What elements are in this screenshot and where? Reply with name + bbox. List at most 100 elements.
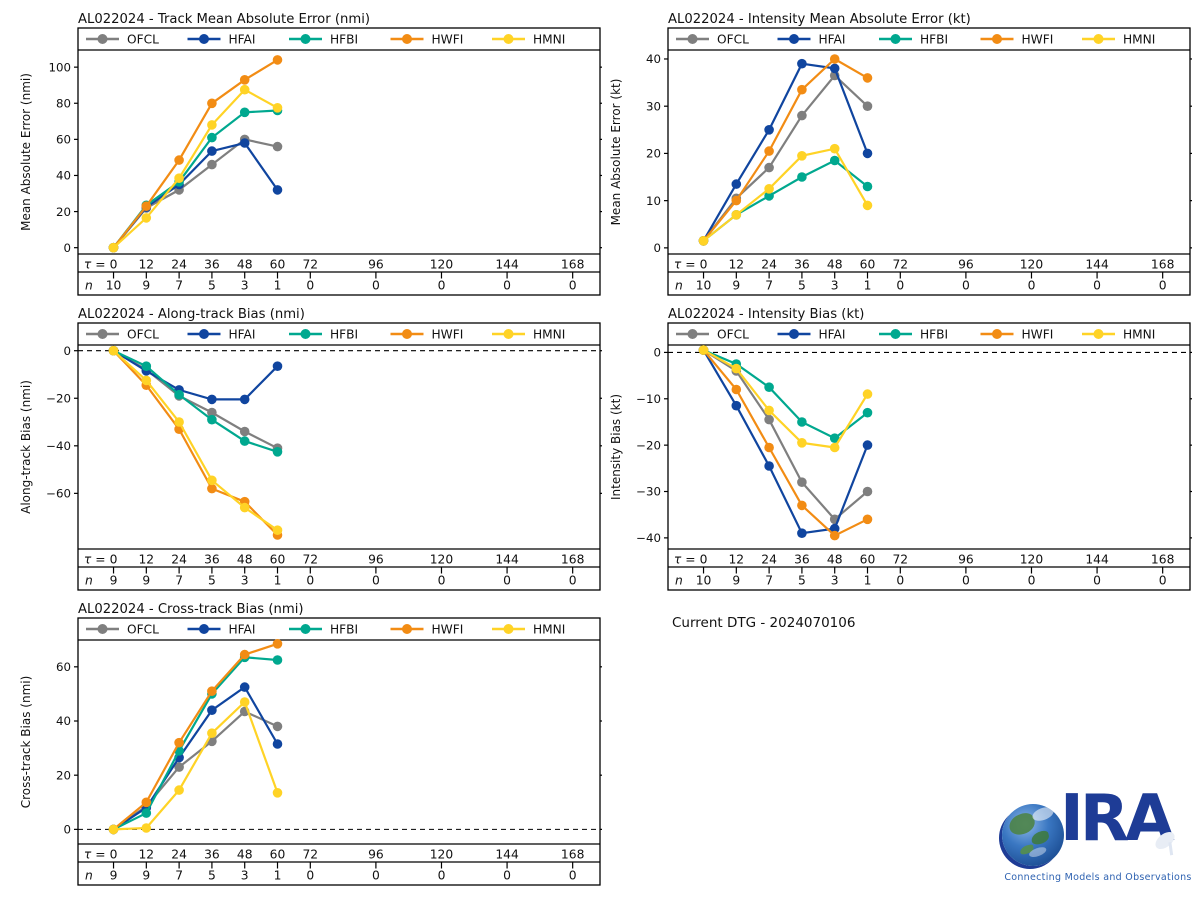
tau-tick-label: 36	[794, 258, 810, 272]
tau-prefix-label: τ =	[674, 553, 696, 567]
legend-dot-marker	[789, 34, 799, 44]
data-point	[174, 785, 184, 795]
legend-item-hfai: HFAI	[187, 623, 256, 637]
legend-label: HWFI	[432, 623, 464, 637]
series-line	[702, 57, 869, 242]
data-point	[239, 697, 250, 707]
data-point	[207, 483, 217, 494]
y-tick-label: 40	[56, 714, 71, 728]
data-point	[141, 361, 152, 371]
tau-tick-label: 60	[270, 553, 286, 567]
data-point	[698, 236, 709, 246]
tau-tick-label: 48	[827, 553, 843, 567]
series-hfbi	[108, 652, 283, 835]
tau-tick-label: 0	[700, 553, 708, 567]
chart-frame	[667, 27, 1191, 296]
data-point	[764, 405, 774, 416]
n-value: 0	[1159, 279, 1167, 293]
series-line	[112, 58, 279, 249]
series-line	[112, 349, 279, 536]
tau-tick-label: 0	[700, 258, 708, 272]
n-row: 9 9 7 5 3 1 0 0 0 0 0 n	[85, 869, 577, 883]
legend-dot-marker	[300, 329, 311, 339]
data-point	[174, 737, 184, 748]
legend-label: HFAI	[229, 328, 256, 342]
series-line	[702, 349, 868, 537]
n-value: 3	[241, 574, 249, 588]
series-line	[113, 349, 278, 453]
legend-label: HFAI	[819, 33, 846, 47]
n-value: 10	[696, 279, 712, 293]
data-point	[829, 143, 840, 154]
data-point	[797, 172, 807, 182]
tau-tick-label: 48	[827, 258, 843, 272]
n-value: 0	[306, 574, 314, 588]
tau-tick-label: 60	[860, 553, 876, 567]
tau-row: 0 12 24 36 48 60 72 96 120 144 168 τ =	[674, 553, 1174, 574]
legend-item-hwfi: HWFI	[390, 33, 463, 47]
legend-dot-marker	[97, 624, 108, 634]
n-value: 10	[106, 279, 122, 293]
tau-tick-label: 12	[138, 258, 154, 272]
tau-tick-label: 24	[171, 848, 187, 862]
data-point	[698, 345, 709, 355]
n-value: 0	[1028, 574, 1036, 588]
legend-item-hfai: HFAI	[187, 328, 256, 342]
series-hfbi	[108, 105, 283, 253]
tau-tick-label: 120	[1020, 553, 1043, 567]
current-dtg-text: Current DTG - 2024070106	[672, 615, 856, 631]
tau-tick-label: 96	[368, 848, 384, 862]
along-track-bias-plot: AL022024 - Along-track Bias (nmi) OFCL HFA…	[19, 307, 604, 591]
data-point	[141, 808, 152, 818]
tau-tick-label: 36	[204, 848, 220, 862]
n-row-label: n	[85, 574, 93, 588]
tau-tick-label: 36	[204, 258, 220, 272]
tau-prefix-label: τ =	[674, 258, 696, 272]
tau-tick-label: 36	[204, 553, 220, 567]
data-point	[272, 361, 283, 371]
legend-item-hwfi: HWFI	[980, 33, 1053, 47]
series-hmni	[698, 143, 873, 246]
data-point	[829, 54, 840, 64]
chart-legend: OFCL HFAI HFBI HWFI HMNI	[86, 623, 565, 637]
data-point	[829, 523, 840, 534]
n-row: 10 9 7 5 3 1 0 0 0 0 0n	[675, 574, 1167, 588]
n-value: 0	[306, 869, 314, 883]
legend-dot-marker	[890, 329, 901, 339]
data-point	[829, 530, 840, 541]
n-value: 7	[175, 869, 183, 883]
legend-label: OFCL	[717, 328, 749, 342]
n-value: 7	[765, 574, 773, 588]
tau-tick-label: 0	[110, 553, 118, 567]
legend-label: HFBI	[330, 623, 358, 637]
data-point	[797, 151, 807, 161]
legend-dot-marker	[1093, 34, 1104, 44]
legend-item-hmni: HMNI	[492, 328, 565, 342]
tau-row: 0 12 24 36 48 60 72 96 120 144 168 τ =	[674, 258, 1174, 279]
tau-tick-label: 72	[302, 848, 318, 862]
legend-label: HFBI	[330, 33, 358, 47]
data-point	[731, 195, 742, 206]
data-point	[797, 477, 807, 487]
data-point	[272, 141, 283, 152]
data-point	[272, 55, 283, 65]
data-point	[239, 682, 250, 692]
intensity-bias-plot: AL022024 - Intensity Bias (kt) OFCL HFAI HF…	[609, 307, 1194, 591]
tau-tick-label: 96	[958, 258, 974, 272]
data-point	[207, 132, 217, 143]
legend-dot-marker	[789, 329, 799, 339]
tau-tick-label: 60	[270, 848, 286, 862]
chart-frame	[77, 322, 601, 591]
series-line	[702, 62, 869, 242]
n-value: 9	[732, 279, 740, 293]
tau-tick-label: 168	[561, 258, 584, 272]
legend-label: HFBI	[920, 328, 948, 342]
tau-tick-label: 120	[430, 258, 453, 272]
data-point	[239, 502, 250, 513]
legend-label: HWFI	[432, 328, 464, 342]
chart-title: AL022024 - Track Mean Absolute Error (nm…	[78, 12, 370, 27]
series-hwfi	[698, 345, 873, 541]
legend-item-hfai: HFAI	[777, 328, 846, 342]
tau-tick-label: 96	[368, 258, 384, 272]
series-hwfi	[108, 345, 283, 540]
